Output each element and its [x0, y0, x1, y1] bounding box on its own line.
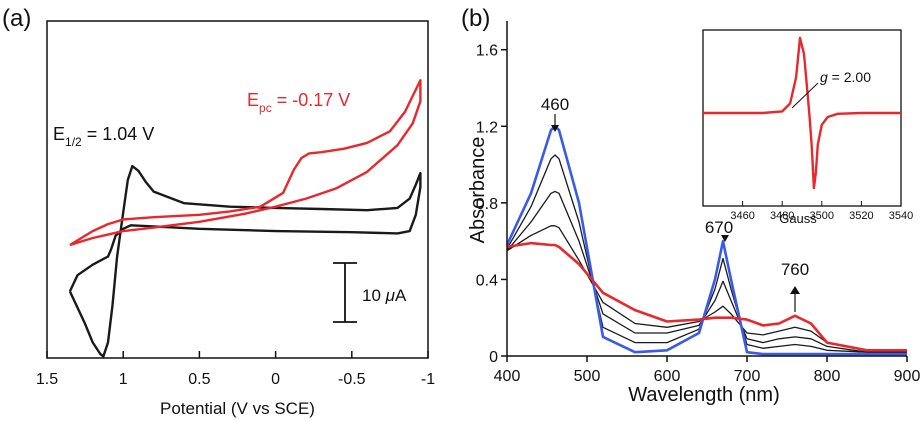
e-pc-annotation: Epc = -0.17 V — [247, 90, 350, 115]
inset-x-tick-label: 3520 — [849, 210, 873, 222]
panel-b-x-tick-label: 600 — [654, 368, 681, 385]
spectrum-black-3 — [506, 225, 907, 351]
panel-b-x-tick-label: 400 — [494, 368, 521, 385]
panel-b-y-tick-label: 1.6 — [476, 43, 498, 60]
inset-x-tick-label: 3460 — [730, 210, 754, 222]
panel-b-x-tick-label: 500 — [574, 368, 601, 385]
peak-labels: 460 670 760 — [541, 95, 809, 312]
panel-b: 400 500 600 700 800 900 0 0.4 0.8 1.2 1.6 Waveleng… — [467, 21, 920, 406]
panel-a-series — [68, 79, 422, 358]
panel-b-y-tick-label: 0.8 — [476, 196, 498, 213]
inset-frame — [702, 29, 902, 207]
panel-a-x-tick-label: 1 — [119, 371, 128, 388]
inset-xlabel: Gauss — [779, 211, 817, 226]
inset-x-axis: 3460 3480 3500 3520 3540 — [730, 201, 913, 222]
arrow-down-icon — [551, 125, 559, 132]
epr-inset: 3460 3480 3500 3520 3540 Gauss g = 2.00 — [702, 29, 913, 226]
panel-b-xlabel: Wavelength (nm) — [628, 384, 780, 406]
peak-label-670: 670 — [705, 218, 733, 237]
panel-a-x-tick-label: 0.5 — [188, 371, 210, 388]
panel-b-x-tick-label: 800 — [814, 368, 841, 385]
panel-b-y-tick-label: 1.2 — [476, 119, 498, 136]
panel-a: 1.5 1 0.5 0 -0.5 -1 Potential (V vs SCE) 10 μ… — [36, 20, 435, 418]
inset-series — [703, 36, 901, 190]
cv-trace-black — [68, 164, 422, 358]
panel-b-x-tick-label: 700 — [734, 368, 761, 385]
panel-a-x-tick-label: -1 — [421, 371, 435, 388]
panel-a-x-tick-label: 1.5 — [36, 371, 58, 388]
cv-trace-red — [69, 79, 422, 247]
inset-x-tick-label: 3540 — [889, 210, 913, 222]
panel-b-y-tick-label: 0.4 — [476, 272, 498, 289]
e-half-annotation: E1/2 = 1.04 V — [53, 124, 154, 149]
inset-x-tick-label: 3480 — [770, 210, 794, 222]
epr-trace — [703, 36, 901, 190]
panel-a-x-axis: 1.5 1 0.5 0 -0.5 -1 — [36, 351, 435, 388]
panel-b-label: (b) — [461, 5, 490, 32]
panel-b-y-tick-label: 0 — [489, 349, 498, 366]
arrow-down-icon — [721, 235, 729, 242]
panel-a-x-tick-label: 0 — [271, 371, 280, 388]
scale-bar-label: 10 μA — [362, 286, 407, 305]
panel-a-label: (a) — [2, 5, 31, 32]
panel-a-xlabel: Potential (V vs SCE) — [160, 399, 315, 418]
peak-label-760: 760 — [781, 260, 809, 279]
peak-label-460: 460 — [541, 95, 569, 114]
inset-x-tick-label: 3500 — [810, 210, 834, 222]
panel-a-frame — [46, 20, 429, 359]
arrow-up-icon — [790, 286, 800, 294]
panel-b-x-tick-label: 900 — [894, 368, 921, 385]
panel-b-axes: 400 500 600 700 800 900 0 0.4 0.8 1.2 1.6 — [476, 43, 921, 385]
panel-b-ylabel: Absorbance — [467, 137, 489, 244]
panel-a-x-tick-label: -0.5 — [338, 371, 366, 388]
g-value-annotation: g = 2.00 — [820, 69, 871, 85]
spectrum-red-4 — [506, 241, 907, 352]
spectrum-black-2 — [506, 190, 907, 353]
spectrum-black-1 — [506, 154, 907, 353]
scale-bar: 10 μA — [333, 262, 407, 323]
g-value-pointer — [791, 82, 819, 109]
